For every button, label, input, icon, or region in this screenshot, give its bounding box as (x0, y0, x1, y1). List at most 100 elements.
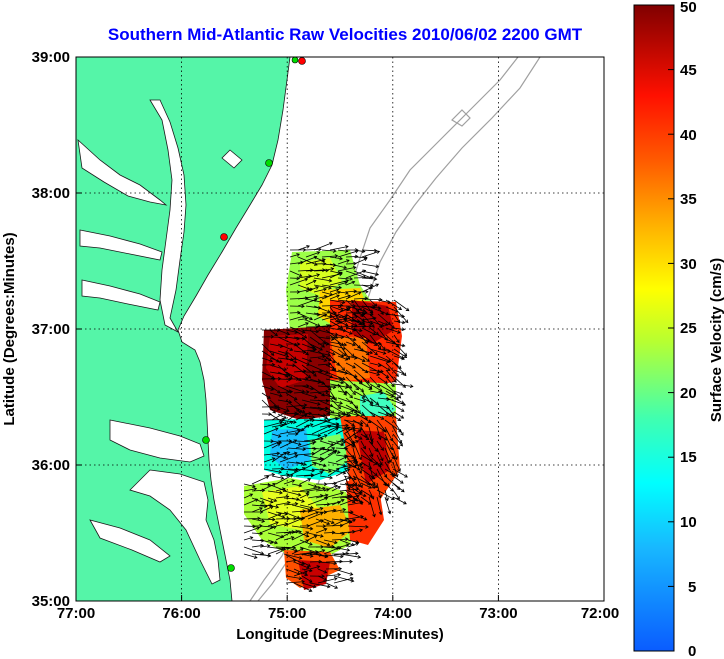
velocity-vector-head (391, 412, 395, 417)
velocity-vector (384, 454, 390, 464)
colorbar-label: Surface Velocity (cm/s) (708, 258, 724, 422)
velocity-vector-head (273, 498, 278, 503)
velocity-vector-head (278, 470, 282, 474)
velocity-vector-head (401, 320, 406, 325)
velocity-vector (385, 383, 401, 399)
velocity-vector (353, 299, 362, 311)
velocity-vector-head (267, 553, 272, 558)
velocity-vector-head (278, 512, 282, 517)
velocity-vector-head (309, 418, 313, 422)
velocity-vector (263, 427, 279, 435)
velocity-vector (361, 312, 373, 316)
velocity-vector-head (334, 332, 339, 337)
velocity-vector (303, 474, 314, 477)
velocity-vector (307, 512, 323, 520)
velocity-vector (344, 440, 355, 448)
velocity-vector (259, 525, 274, 528)
velocity-vector (319, 468, 332, 472)
velocity-vector (384, 419, 402, 433)
velocity-vector-head (344, 322, 349, 327)
velocity-vector-head (288, 531, 293, 535)
velocity-vector-head (329, 241, 333, 246)
velocity-vector-head (369, 350, 374, 355)
velocity-vector-head (293, 359, 298, 364)
colorbar: 50 45 40 35 30 25 20 15 10 5 0 Surface V… (633, 0, 724, 659)
x-axis-label: Longitude (Degrees:Minutes) (236, 626, 444, 643)
velocity-vector (251, 518, 265, 522)
velocity-vector (301, 406, 323, 410)
velocity-vector (317, 336, 334, 340)
velocity-vector-head (339, 559, 343, 564)
velocity-vector-head (336, 450, 341, 454)
velocity-vector-head (368, 386, 373, 390)
velocity-vector-head (346, 426, 351, 431)
velocity-vector-head (316, 402, 321, 406)
velocity-vector (369, 383, 383, 392)
velocity-vector-head (298, 273, 303, 277)
velocity-vector (289, 326, 305, 333)
velocity-vector (368, 468, 378, 476)
velocity-vector-head (371, 413, 376, 418)
velocity-vector (243, 527, 260, 534)
velocity-vector (352, 419, 363, 427)
velocity-vector-head (324, 554, 329, 559)
velocity-vector (317, 363, 331, 366)
velocity-vector-head (273, 525, 277, 530)
velocity-vector (287, 426, 305, 431)
velocity-vector (243, 483, 256, 488)
velocity-vector (307, 495, 323, 499)
velocity-vector-head (309, 526, 314, 531)
velocity-vector-head (355, 540, 360, 544)
velocity-vector-head (321, 574, 325, 579)
velocity-vector (277, 385, 291, 393)
velocity-vector (289, 270, 302, 277)
velocity-vector (368, 482, 378, 488)
velocity-vector (353, 276, 374, 279)
velocity-vector (275, 474, 293, 485)
velocity-vector-head (340, 442, 345, 447)
velocity-vector (392, 447, 398, 460)
velocity-vector-head (349, 400, 354, 404)
velocity-vector (369, 369, 384, 372)
velocity-vector-head (365, 351, 370, 356)
velocity-vector (369, 376, 380, 388)
velocity-vector-head (253, 555, 258, 559)
velocity-vector (344, 433, 355, 446)
velocity-vector (384, 489, 389, 501)
velocity-vector-head (350, 409, 355, 414)
velocity-vector (317, 406, 331, 414)
velocity-vector-head (396, 339, 400, 344)
colorbar-tick-label: 0 (688, 643, 696, 659)
velocity-vector (309, 391, 329, 394)
velocity-vector-head (338, 566, 343, 571)
velocity-vector (361, 404, 375, 417)
velocity-vector (393, 404, 405, 412)
velocity-vector-head (342, 463, 347, 468)
velocity-vector-head (353, 323, 358, 327)
velocity-vector (329, 246, 349, 251)
velocity-vector-head (355, 386, 360, 391)
velocity-vector-head (313, 484, 318, 488)
velocity-vector-head (400, 432, 404, 436)
velocity-vector-head (352, 365, 356, 369)
velocity-vector-head (277, 434, 282, 438)
velocity-vector-head (298, 555, 303, 560)
velocity-vector-head (265, 475, 270, 480)
velocity-vector (325, 574, 341, 577)
map-title: Southern Mid-Atlantic Raw Velocities 201… (108, 25, 583, 44)
velocity-vector-head (340, 342, 344, 346)
colorbar-tick-label: 35 (680, 191, 697, 208)
velocity-vector-head (293, 420, 297, 424)
velocity-vector (393, 397, 404, 404)
velocity-vector-head (296, 253, 300, 257)
velocity-vector-head (333, 481, 337, 486)
velocity-vector-head (377, 306, 382, 310)
velocity-vector (345, 404, 365, 416)
velocity-vector (353, 397, 366, 403)
velocity-vector (361, 341, 378, 356)
velocity-vector-head (337, 546, 342, 550)
velocity-vector (329, 397, 341, 409)
velocity-vector (376, 433, 387, 441)
velocity-vector-head (302, 247, 307, 252)
